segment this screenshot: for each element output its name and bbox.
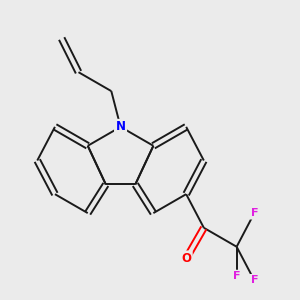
Text: F: F: [233, 271, 240, 281]
Text: O: O: [181, 252, 191, 265]
Text: F: F: [250, 275, 258, 285]
Text: F: F: [250, 208, 258, 218]
Text: N: N: [116, 120, 126, 134]
